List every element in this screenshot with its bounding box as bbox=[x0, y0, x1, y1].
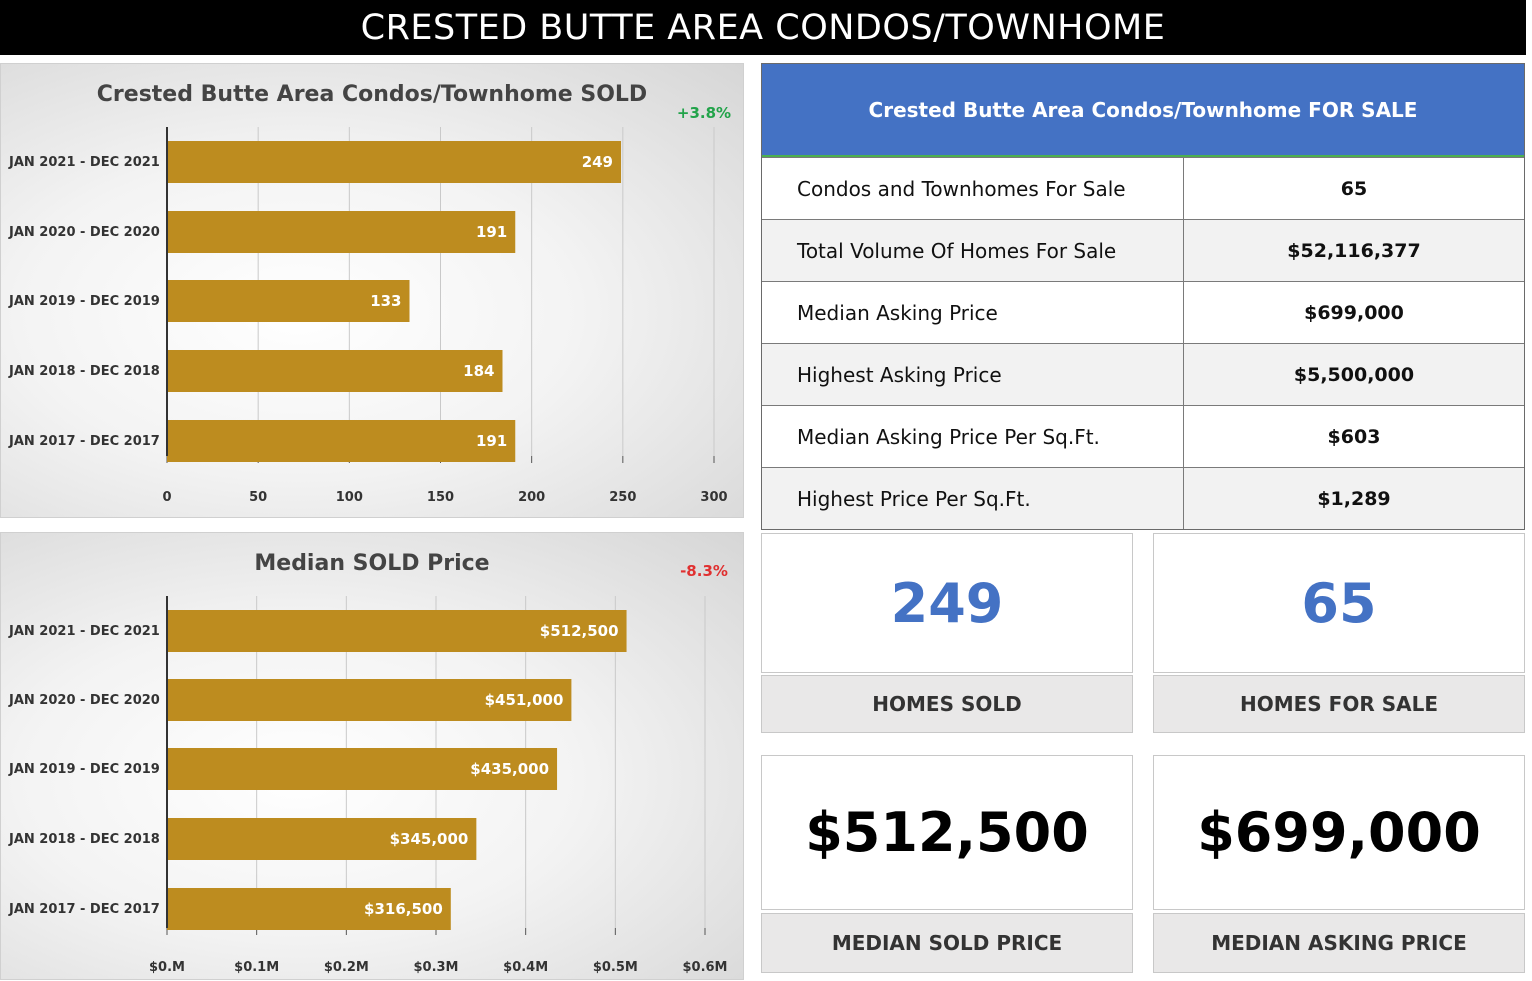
row-label: Condos and Townhomes For Sale bbox=[762, 157, 1184, 220]
row-value: 65 bbox=[1183, 157, 1524, 220]
homes-for-sale-value: 65 bbox=[1153, 533, 1525, 673]
tick-label: $0.3M bbox=[413, 960, 458, 975]
row-label: Median Asking Price bbox=[762, 281, 1184, 344]
bar-value-label: $512,500 bbox=[540, 622, 619, 640]
table-row: Total Volume Of Homes For Sale $52,116,3… bbox=[762, 219, 1524, 282]
page-title: CRESTED BUTTE AREA CONDOS/TOWNHOME bbox=[0, 0, 1526, 55]
bar bbox=[167, 818, 477, 860]
bar-value-label: 184 bbox=[463, 362, 494, 380]
bar bbox=[167, 748, 558, 790]
median-sold-price-label: MEDIAN SOLD PRICE bbox=[761, 913, 1133, 973]
row-value: $699,000 bbox=[1183, 281, 1524, 344]
tick-label: 200 bbox=[518, 490, 545, 505]
bar bbox=[167, 141, 622, 183]
table-row: Highest Asking Price $5,500,000 bbox=[762, 343, 1524, 406]
row-label: Total Volume Of Homes For Sale bbox=[762, 219, 1184, 282]
bar-value-label: $435,000 bbox=[470, 760, 549, 778]
bar-value-label: 133 bbox=[370, 292, 401, 310]
tick-label: $0.4M bbox=[503, 960, 548, 975]
row-value: $1,289 bbox=[1183, 467, 1524, 529]
category-label: JAN 2017 - DEC 2017 bbox=[8, 434, 160, 449]
bar-value-label: $451,000 bbox=[485, 691, 564, 709]
bar-value-label: 249 bbox=[582, 153, 613, 171]
category-label: JAN 2020 - DEC 2020 bbox=[8, 693, 160, 708]
chart-title: Median SOLD Price bbox=[254, 551, 489, 576]
category-label: JAN 2019 - DEC 2019 bbox=[8, 762, 160, 777]
tick-label: 300 bbox=[700, 490, 727, 505]
median-sold-price-value: $512,500 bbox=[761, 755, 1133, 910]
tick-label: 0 bbox=[162, 490, 171, 505]
homes-sold-chart: Crested Butte Area Condos/Townhome SOLD +… bbox=[0, 63, 744, 518]
tick-label: 250 bbox=[609, 490, 636, 505]
for-sale-stats: Condos and Townhomes For Sale 65 Total V… bbox=[762, 157, 1524, 529]
bar-value-label: $316,500 bbox=[364, 900, 443, 918]
bar-value-label: 191 bbox=[476, 223, 507, 241]
row-value: $52,116,377 bbox=[1183, 219, 1524, 282]
table-row: Condos and Townhomes For Sale 65 bbox=[762, 157, 1524, 220]
bar bbox=[167, 280, 410, 322]
table-row: Median Asking Price Per Sq.Ft. $603 bbox=[762, 405, 1524, 468]
bar bbox=[167, 211, 516, 253]
category-label: JAN 2020 - DEC 2020 bbox=[8, 225, 160, 240]
homes-sold-chart-svg: Crested Butte Area Condos/Townhome SOLD +… bbox=[8, 82, 731, 505]
bar bbox=[167, 610, 627, 652]
row-value: $5,500,000 bbox=[1183, 343, 1524, 406]
tick-label: $0.5M bbox=[593, 960, 638, 975]
bar bbox=[167, 350, 503, 392]
chart-title: Crested Butte Area Condos/Townhome SOLD bbox=[97, 82, 647, 107]
category-label: JAN 2018 - DEC 2018 bbox=[8, 832, 160, 847]
row-label: Median Asking Price Per Sq.Ft. bbox=[762, 405, 1184, 468]
median-asking-price-label: MEDIAN ASKING PRICE bbox=[1153, 913, 1525, 973]
for-sale-table: Crested Butte Area Condos/Townhome FOR S… bbox=[761, 63, 1525, 530]
table-row: Median Asking Price $699,000 bbox=[762, 281, 1524, 344]
tick-label: 100 bbox=[336, 490, 363, 505]
table-row: Highest Price Per Sq.Ft. $1,289 bbox=[762, 467, 1524, 529]
tick-label: $0.2M bbox=[324, 960, 369, 975]
median-asking-price-value: $699,000 bbox=[1153, 755, 1525, 910]
row-label: Highest Price Per Sq.Ft. bbox=[762, 467, 1184, 529]
category-label: JAN 2017 - DEC 2017 bbox=[8, 902, 160, 917]
median-sold-price-chart-svg: Median SOLD Price -8.3% $0.M $0.1M $0.2M $0.3… bbox=[8, 551, 728, 975]
category-label: JAN 2021 - DEC 2021 bbox=[8, 624, 160, 639]
bar bbox=[167, 420, 516, 462]
tick-label: 50 bbox=[249, 490, 267, 505]
tick-label: $0.6M bbox=[682, 960, 727, 975]
row-label: Highest Asking Price bbox=[762, 343, 1184, 406]
for-sale-table-title: Crested Butte Area Condos/Townhome FOR S… bbox=[762, 64, 1524, 157]
median-sold-price-chart: Median SOLD Price -8.3% $0.M $0.1M $0.2M $0.3… bbox=[0, 532, 744, 980]
tick-label: $0.M bbox=[149, 960, 185, 975]
bar-value-label: 191 bbox=[476, 432, 507, 450]
bar bbox=[167, 888, 451, 930]
bar bbox=[167, 679, 572, 721]
tick-label: $0.1M bbox=[234, 960, 279, 975]
homes-sold-value: 249 bbox=[761, 533, 1133, 673]
bar-value-label: $345,000 bbox=[390, 830, 469, 848]
homes-for-sale-label: HOMES FOR SALE bbox=[1153, 675, 1525, 733]
category-label: JAN 2021 - DEC 2021 bbox=[8, 155, 160, 170]
homes-sold-label: HOMES SOLD bbox=[761, 675, 1133, 733]
category-label: JAN 2019 - DEC 2019 bbox=[8, 294, 160, 309]
change-indicator: +3.8% bbox=[677, 104, 731, 122]
category-label: JAN 2018 - DEC 2018 bbox=[8, 364, 160, 379]
row-value: $603 bbox=[1183, 405, 1524, 468]
change-indicator: -8.3% bbox=[680, 562, 728, 580]
tick-label: 150 bbox=[427, 490, 454, 505]
